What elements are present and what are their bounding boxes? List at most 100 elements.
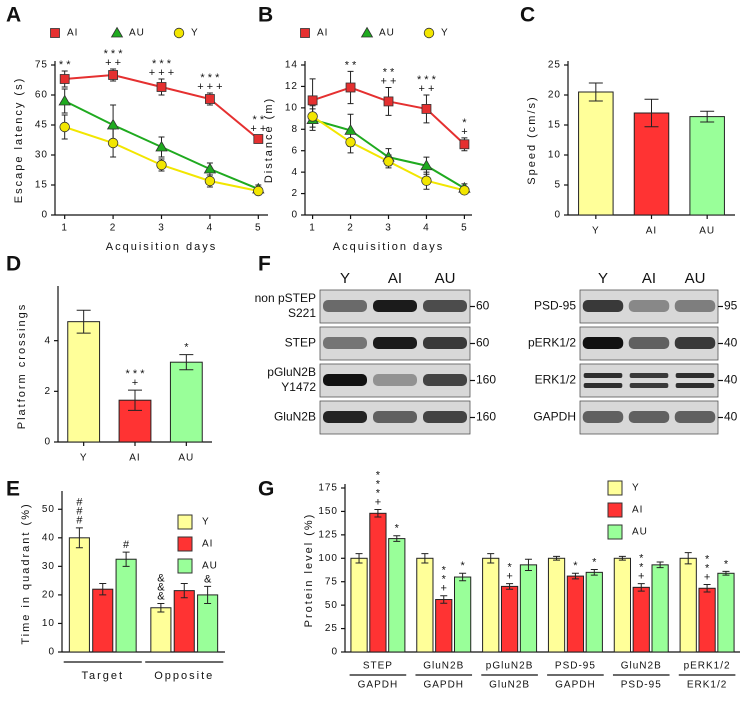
marker (459, 185, 470, 196)
bar (150, 607, 172, 653)
x-tick-label: GAPDH (423, 680, 464, 691)
lane-label: AU (435, 270, 456, 287)
x-tick-label: AI (646, 226, 657, 237)
significance-label: * * * (152, 58, 172, 70)
marker (204, 175, 216, 187)
x-tick-label: 5 (255, 223, 262, 234)
blot-band (423, 411, 467, 423)
error-bar (703, 584, 711, 593)
significance-label: * * (253, 114, 265, 126)
significance-label: * * (345, 59, 357, 71)
significance-label: + + (105, 57, 121, 69)
y-tick-label: 10 (42, 618, 55, 629)
bar (651, 564, 669, 653)
x-axis-label: Acquisition days (333, 241, 445, 253)
legend-swatch (607, 524, 623, 540)
marker (300, 28, 310, 38)
error-bar (179, 354, 194, 371)
x-tick-label: 4 (207, 223, 214, 234)
error-bar (157, 602, 165, 613)
y-axis-label: Protein level (%) (303, 513, 315, 628)
marker (108, 70, 118, 80)
blot-band (629, 373, 669, 378)
marker (420, 159, 433, 171)
significance-label: * (376, 478, 381, 490)
marker (421, 175, 432, 186)
blot-band (423, 300, 467, 312)
legend-label: Y (441, 28, 449, 39)
error-bar (590, 569, 598, 576)
significance-label: * (442, 565, 447, 577)
y-tick-label: 75 (325, 576, 338, 587)
legend-label: Y (191, 28, 199, 39)
y-tick-label: 10 (548, 150, 561, 161)
marker (58, 94, 71, 106)
blot-band (323, 300, 367, 312)
error-bar (99, 582, 107, 596)
blot-strip (579, 363, 719, 398)
significance-label: * (395, 523, 400, 535)
bar (169, 361, 203, 443)
x-tick-label: 5 (461, 223, 468, 234)
y-tick-label: 15 (35, 180, 48, 191)
significance-label: + (506, 570, 512, 582)
error-bar (393, 535, 401, 542)
blot-band (373, 300, 417, 312)
significance-label: & (204, 573, 212, 585)
blot-band (582, 300, 624, 312)
legend-label: AI (202, 539, 213, 550)
blot-band (582, 337, 624, 349)
row-label: STEP (285, 336, 316, 350)
x-tick-label: PSD-95 (555, 661, 596, 672)
y-tick-label: 0 (291, 210, 298, 221)
blot-band (674, 300, 716, 312)
significance-label: + (441, 583, 447, 595)
blot-band (373, 337, 417, 349)
bar (689, 116, 725, 216)
bar (435, 599, 453, 653)
marker (50, 28, 60, 38)
blot-band (373, 411, 417, 423)
bar (632, 586, 650, 653)
bar (519, 564, 538, 653)
y-tick-label: 10 (285, 102, 298, 113)
bar (613, 557, 631, 653)
marker (107, 137, 119, 149)
x-tick-label: 1 (309, 223, 316, 234)
y-tick-label: 0 (48, 647, 55, 658)
bar (92, 588, 114, 653)
bar (547, 557, 566, 653)
error-bar (524, 558, 532, 571)
legend-label: AU (202, 561, 218, 572)
blot-band (628, 411, 670, 423)
bar (67, 321, 101, 443)
bar (350, 557, 368, 653)
blot-band (674, 411, 716, 423)
blot-band (675, 383, 715, 388)
y-tick-label: 12 (285, 81, 298, 92)
y-tick-label: 40 (42, 532, 55, 543)
bar (115, 558, 137, 653)
blot-band (423, 374, 467, 386)
significance-label: * (724, 558, 729, 570)
lane-label: Y (340, 270, 350, 287)
x-tick-label: AI (129, 453, 140, 464)
legend-label: AU (632, 527, 648, 538)
panel-label: C (520, 4, 535, 27)
blot-band (373, 374, 417, 386)
significance-label: * * * (200, 72, 220, 84)
blot-band (583, 373, 623, 378)
y-tick-label: 60 (35, 90, 48, 101)
legend-swatch (607, 502, 623, 518)
x-tick-label: PSD-95 (621, 680, 662, 691)
blot-band (582, 411, 624, 423)
row-label: Y1472 (281, 380, 316, 394)
significance-label: + + (381, 75, 397, 87)
significance-label: * (639, 561, 644, 573)
y-tick-label: 0 (41, 210, 48, 221)
marker (344, 124, 357, 135)
error-bar (487, 553, 495, 564)
bar (369, 512, 387, 653)
significance-label: + (638, 570, 644, 582)
row-label: GluN2B (274, 410, 316, 424)
